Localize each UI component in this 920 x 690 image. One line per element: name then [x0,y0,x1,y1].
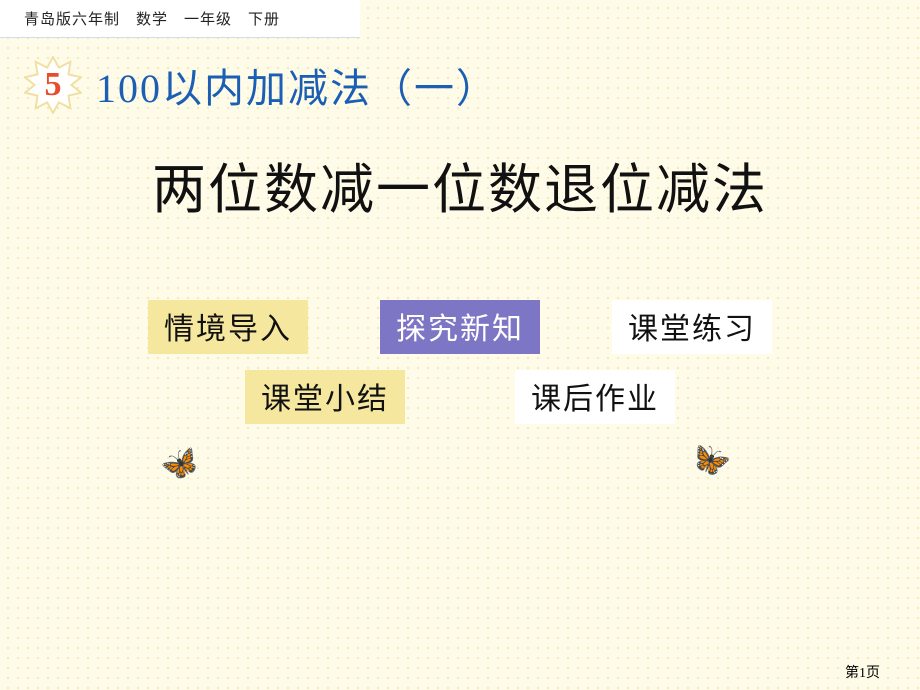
chapter-number: 5 [24,56,82,114]
nav-summary-button[interactable]: 课堂小结 [245,370,405,424]
chapter-row: 5 100以内加减法（一） [24,56,498,114]
nav-homework-button[interactable]: 课后作业 [515,370,675,424]
nav-row-2: 课堂小结 课后作业 [0,370,920,424]
chapter-badge: 5 [24,56,82,114]
chapter-title: 100以内加减法（一） [96,56,498,114]
nav-explore-button[interactable]: 探究新知 [380,300,540,354]
edition-text: 青岛版六年制 数学 一年级 下册 [24,8,280,29]
nav-practice-button[interactable]: 课堂练习 [612,300,772,354]
edition-header: 青岛版六年制 数学 一年级 下册 [0,0,360,38]
nav-intro-button[interactable]: 情境导入 [148,300,308,354]
nav-row-1: 情境导入 探究新知 课堂练习 [0,300,920,354]
page-number: 第1页 [845,662,880,682]
page-title: 两位数减一位数退位减法 [0,145,920,224]
